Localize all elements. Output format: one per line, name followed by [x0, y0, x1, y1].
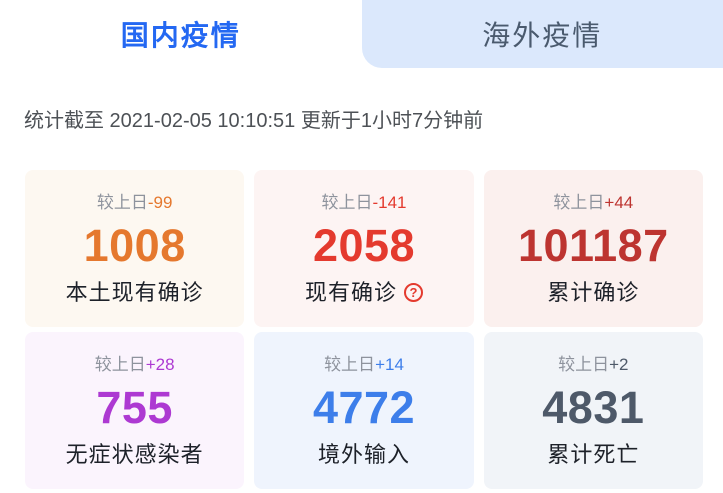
delta-value: -99 [147, 192, 173, 212]
delta-row: 较上日+28 [95, 354, 175, 376]
help-question-icon[interactable]: ? [404, 283, 423, 302]
tab-overseas-label: 海外疫情 [482, 20, 603, 51]
tab-overseas-epidemic[interactable]: 海外疫情 [361, 0, 723, 68]
delta-prefix: 较上日 [94, 354, 146, 374]
delta-value: +14 [375, 354, 404, 374]
stats-grid: 较上日-99 1008 本土现有确诊 较上日-141 2058 现有确诊? 较上… [25, 170, 703, 489]
card-cumulative-deaths: 较上日+2 4831 累计死亡 [483, 332, 703, 489]
delta-prefix: 较上日 [321, 192, 373, 212]
card-local-existing-confirmed: 较上日-99 1008 本土现有确诊 [25, 170, 245, 327]
stat-value: 1008 [83, 219, 186, 271]
delta-row: 较上日+14 [324, 354, 404, 376]
card-asymptomatic-infections: 较上日+28 755 无症状感染者 [25, 332, 245, 489]
stat-label: 现有确诊? [305, 280, 423, 306]
stat-value: 4772 [312, 381, 416, 433]
delta-prefix: 较上日 [553, 192, 605, 212]
delta-value: +2 [609, 354, 629, 374]
stat-value: 755 [96, 381, 173, 433]
stat-value: 2058 [312, 219, 416, 271]
delta-prefix: 较上日 [324, 354, 376, 374]
delta-row: 较上日+44 [553, 192, 633, 214]
tab-domestic-epidemic[interactable]: 国内疫情 [0, 0, 362, 68]
delta-row: 较上日-141 [321, 192, 406, 214]
delta-prefix: 较上日 [96, 192, 148, 212]
card-imported-cases: 较上日+14 4772 境外输入 [254, 332, 474, 489]
delta-value: -141 [372, 192, 407, 212]
epidemic-tab-bar: 国内疫情 海外疫情 [0, 0, 723, 68]
tab-domestic-label: 国内疫情 [120, 20, 241, 51]
stat-value: 101187 [517, 219, 669, 271]
delta-row: 较上日-99 [97, 192, 173, 214]
stat-value: 4831 [542, 381, 645, 433]
delta-row: 较上日+2 [558, 354, 628, 376]
stat-label: 累计死亡 [547, 441, 640, 467]
card-existing-confirmed: 较上日-141 2058 现有确诊? [254, 170, 474, 327]
delta-prefix: 较上日 [558, 354, 610, 374]
statistics-timestamp: 统计截至 2021-02-05 10:10:51 更新于1小时7分钟前 [24, 110, 484, 132]
delta-value: +44 [604, 192, 634, 212]
card-cumulative-confirmed: 较上日+44 101187 累计确诊 [483, 170, 703, 327]
delta-value: +28 [145, 354, 175, 374]
stat-label: 无症状感染者 [65, 441, 204, 467]
stat-label: 境外输入 [317, 441, 410, 467]
stat-label: 累计确诊 [547, 279, 640, 305]
stat-label: 本土现有确诊 [65, 279, 204, 305]
